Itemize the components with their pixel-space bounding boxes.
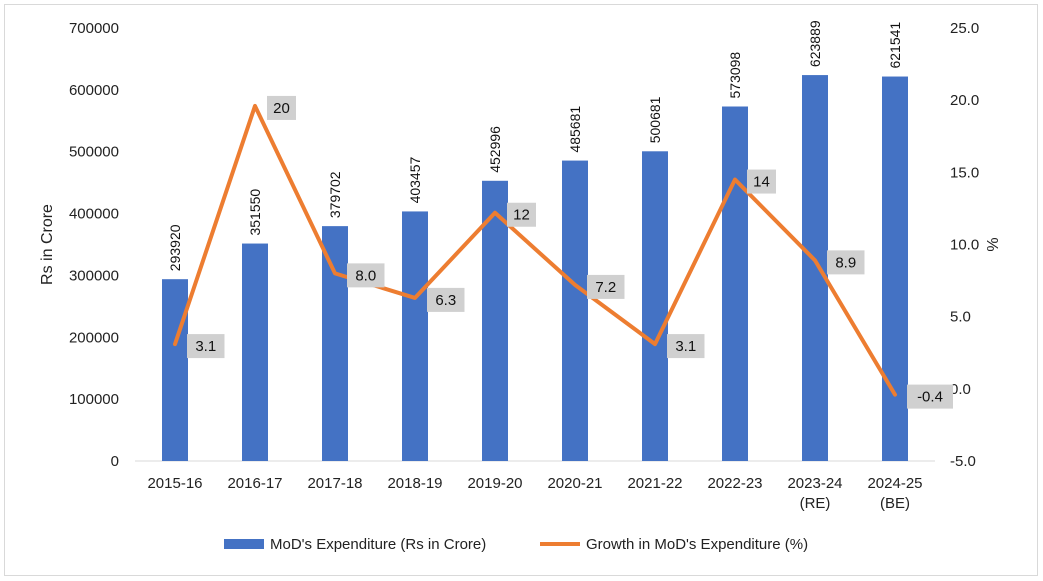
growth-label-box (187, 334, 225, 359)
x-tick-label: 2021-22 (627, 475, 682, 492)
bar (242, 243, 268, 461)
bar (882, 76, 908, 461)
y-tick-label: 700000 (69, 20, 119, 37)
bar (482, 180, 508, 461)
y-right-tick-label: 20.0 (950, 92, 979, 109)
growth-value-label: 8.0 (355, 267, 376, 284)
growth-label-box (667, 334, 705, 359)
y-right-tick-label: 10.0 (950, 237, 979, 254)
y-right-tick-label: 0.0 (950, 381, 971, 398)
bar-value-label: 452996 (487, 126, 503, 173)
bar (562, 160, 588, 462)
x-tick-label: 2016-17 (227, 475, 282, 492)
growth-label-box (267, 95, 296, 120)
y-right-tick-label: -5.0 (950, 453, 976, 470)
x-tick-label: 2020-21 (547, 475, 602, 492)
bar-value-label: 623889 (807, 20, 823, 67)
bar-value-label: 621541 (887, 22, 903, 69)
y-tick-label: 600000 (69, 82, 119, 99)
growth-value-label: 3.1 (195, 338, 216, 355)
growth-label-box (827, 250, 865, 275)
bar-value-label: 293920 (167, 224, 183, 271)
growth-value-label: 7.2 (595, 279, 616, 296)
y-tick-label: 200000 (69, 329, 119, 346)
x-tick-label: 2023-24 (787, 475, 842, 492)
x-tick-label: 2017-18 (307, 475, 362, 492)
bar-value-label: 500681 (647, 96, 663, 143)
growth-value-label: 20 (273, 100, 290, 117)
growth-value-label: 12 (513, 207, 530, 224)
legend-line-label: Growth in MoD's Expenditure (%) (586, 536, 808, 553)
bar-value-label: 351550 (247, 189, 263, 236)
y-tick-label: 300000 (69, 267, 119, 284)
growth-value-label: 6.3 (435, 292, 456, 309)
y-right-tick-label: 5.0 (950, 309, 971, 326)
legend-bar-label: MoD's Expenditure (Rs in Crore) (270, 536, 486, 553)
bar (722, 106, 748, 461)
x-tick-label: 2022-23 (707, 475, 762, 492)
y-right-axis-title: % (985, 237, 1002, 251)
x-tick-label: (BE) (880, 495, 910, 512)
bar-value-label: 403457 (407, 157, 423, 204)
growth-label-box (587, 274, 625, 299)
bar (642, 151, 668, 462)
legend-bar-swatch (224, 539, 264, 549)
bar-value-label: 573098 (727, 52, 743, 99)
x-tick-label: 2024-25 (867, 475, 922, 492)
growth-value-label: -0.4 (917, 389, 943, 406)
x-tick-label: 2015-16 (147, 475, 202, 492)
y-tick-label: 500000 (69, 144, 119, 161)
y-axis-title: Rs in Crore (39, 204, 56, 285)
y-tick-label: 400000 (69, 206, 119, 223)
growth-label-box (907, 384, 953, 409)
y-right-tick-label: 25.0 (950, 20, 979, 37)
growth-label-box (427, 287, 465, 312)
bar (402, 211, 428, 461)
growth-line (173, 103, 897, 397)
bar-value-label: 485681 (567, 106, 583, 153)
growth-value-label: 3.1 (675, 338, 696, 355)
bar (322, 226, 348, 461)
growth-label-box (747, 169, 776, 194)
x-tick-label: 2018-19 (387, 475, 442, 492)
growth-value-label: 8.9 (835, 254, 856, 271)
y-tick-label: 100000 (69, 391, 119, 408)
growth-label-box (347, 263, 385, 288)
growth-label-box (507, 202, 536, 227)
bar-value-label: 379702 (327, 171, 343, 218)
y-tick-label: 0 (111, 453, 119, 470)
growth-value-label: 14 (753, 174, 770, 191)
bar (802, 75, 828, 462)
bar (162, 279, 188, 461)
x-tick-label: 2019-20 (467, 475, 522, 492)
y-right-tick-label: 15.0 (950, 164, 979, 181)
x-tick-label: (RE) (800, 495, 831, 512)
